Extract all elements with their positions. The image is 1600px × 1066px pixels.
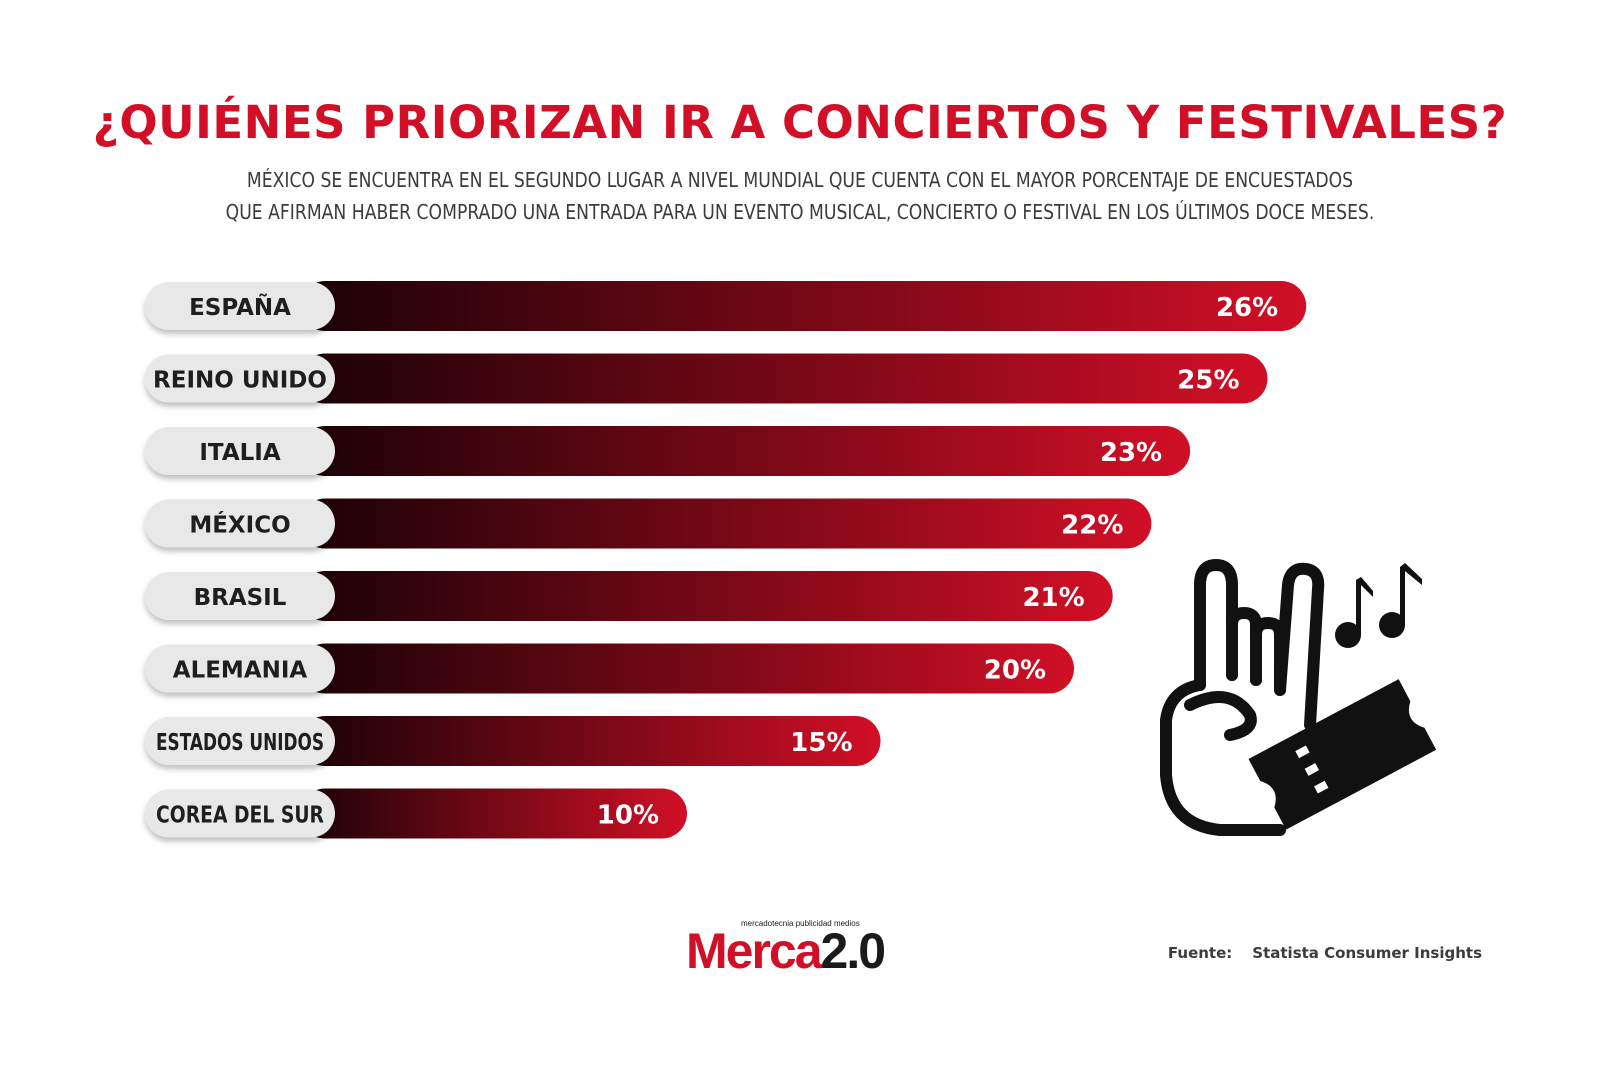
rock-hand-icon — [1160, 559, 1325, 836]
source-label: Fuente: — [1167, 944, 1233, 962]
category-pill — [145, 789, 335, 838]
bar — [300, 498, 1152, 549]
category-label: MÉXICO — [189, 511, 290, 539]
bar-row: ITALIA 23% — [145, 426, 1191, 476]
bar-row: BRASIL 21% — [145, 571, 1113, 621]
bar — [300, 281, 1307, 331]
bar — [300, 353, 1268, 404]
category-label: BRASIL — [194, 585, 287, 611]
bar — [300, 716, 881, 766]
value-label: 23% — [1100, 438, 1162, 468]
chart-title: ¿QUIÉNES PRIORIZAN IR A CONCIERTOS Y FES… — [92, 96, 1508, 149]
category-pill — [145, 282, 335, 330]
bar-row: MÉXICO 22% — [145, 498, 1152, 549]
category-pill — [145, 427, 335, 475]
category-pill — [145, 717, 335, 765]
category-label: ESPAÑA — [189, 293, 291, 321]
chart-subtitle-line-2: QUE AFIRMAN HABER COMPRADO UNA ENTRADA P… — [225, 200, 1375, 224]
bar — [300, 571, 1113, 621]
category-label: COREA DEL SUR — [156, 803, 324, 829]
value-label: 10% — [597, 801, 659, 831]
source-note: Fuente: Statista Consumer Insights — [1168, 944, 1482, 962]
category-label: ALEMANIA — [173, 658, 308, 684]
ticket-icon — [1248, 679, 1437, 830]
chart-subtitle-line-1: MÉXICO SE ENCUENTRA EN EL SEGUNDO LUGAR … — [246, 168, 1354, 192]
logo-wordmark: Merca2.0 — [686, 922, 887, 980]
category-pill — [145, 572, 335, 620]
bar — [300, 788, 687, 839]
logo-suffix: 2.0 — [820, 923, 887, 979]
category-label: ITALIA — [199, 440, 280, 466]
bar — [300, 643, 1074, 694]
category-pill — [145, 354, 335, 403]
bar-row: COREA DEL SUR 10% — [145, 788, 687, 839]
category-label: ESTADOS UNIDOS — [156, 730, 324, 756]
bar-row: REINO UNIDO 25% — [145, 353, 1268, 404]
merca-logo: mercadotecnia publicidad medios Merca2.0 — [686, 919, 946, 982]
value-label: 22% — [1061, 511, 1123, 541]
bar — [300, 426, 1191, 476]
bar-row: ESPAÑA 26% — [145, 281, 1307, 331]
logo-main: Merca — [686, 923, 823, 979]
value-label: 15% — [790, 728, 852, 758]
rock-hand-ticket-icon — [1160, 559, 1437, 836]
value-label: 25% — [1177, 366, 1239, 396]
logo-tagline: mercadotecnia publicidad medios — [741, 919, 860, 928]
category-pill — [145, 499, 335, 548]
source-value: Statista Consumer Insights — [1252, 944, 1482, 962]
value-label: 26% — [1216, 293, 1278, 323]
bar-row: ALEMANIA 20% — [145, 643, 1074, 694]
bar-row: ESTADOS UNIDOS 15% — [145, 716, 881, 766]
category-label: REINO UNIDO — [153, 368, 327, 394]
value-label: 21% — [1022, 583, 1084, 613]
value-label: 20% — [984, 656, 1046, 686]
music-notes-icon — [1335, 563, 1422, 648]
category-pill — [145, 644, 335, 693]
